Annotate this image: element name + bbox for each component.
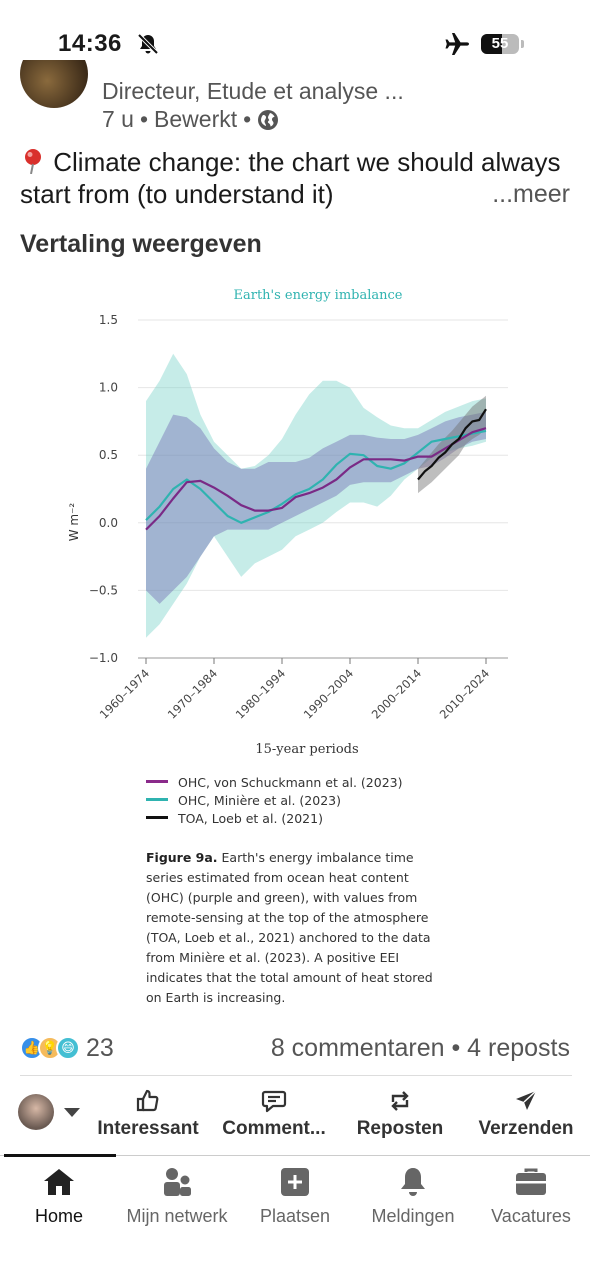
- line-miniere: [145, 429, 487, 524]
- tab-notifications[interactable]: Meldingen: [354, 1158, 472, 1227]
- chart-legend: OHC, von Schuckmann et al. (2023) OHC, M…: [146, 774, 402, 828]
- legend-item-loeb: TOA, Loeb et al. (2021): [146, 810, 402, 828]
- reaction-icons[interactable]: 👍 💡 😄: [20, 1036, 80, 1060]
- y-tick-label: 1.0: [99, 381, 118, 395]
- legend-swatch: [146, 798, 168, 801]
- figure-caption: Figure 9a. Earth's energy imbalance time…: [146, 848, 446, 1008]
- home-icon: [44, 1169, 74, 1195]
- chevron-down-icon[interactable]: [64, 1108, 80, 1117]
- post-actions: Interessant Comment... Reposten Verzende…: [0, 1082, 590, 1152]
- battery-fill: [481, 34, 502, 54]
- post-age: 7 u: [102, 106, 134, 132]
- add-post-icon: [281, 1168, 309, 1196]
- battery-cap: [521, 40, 524, 48]
- author-subtitle: Directeur, Etude et analyse ...: [102, 78, 404, 104]
- tab-my-network[interactable]: Mijn netwerk: [118, 1158, 236, 1227]
- tab-label: Home: [34, 1206, 83, 1226]
- legend-label: TOA, Loeb et al. (2021): [178, 811, 323, 826]
- y-tick-label: 0.0: [99, 516, 118, 530]
- y-tick-label: −1.0: [89, 651, 118, 665]
- legend-item-miniere: OHC, Minière et al. (2023): [146, 792, 402, 810]
- status-bar: 14:36 55: [0, 0, 590, 80]
- tab-label: Meldingen: [371, 1206, 455, 1226]
- tabbar-divider: [0, 1155, 590, 1156]
- engagement-bar: 👍 💡 😄 23 8 commentaren • 4 reposts: [0, 1030, 590, 1070]
- reaction-count[interactable]: 23: [86, 1034, 114, 1062]
- post-edited: Bewerkt: [154, 106, 238, 132]
- bottom-tab-bar: Home Mijn netwerk Plaatsen Meldingen: [0, 1158, 590, 1238]
- battery-level: 55: [491, 35, 509, 52]
- battery-indicator: 55: [481, 34, 519, 54]
- post-body: Climate change: the chart we should alwa…: [20, 147, 561, 209]
- reaction-as-avatar[interactable]: [18, 1094, 54, 1130]
- post-meta: 7 u • Bewerkt •: [102, 106, 279, 133]
- post-header: Directeur, Etude et analyse ... 7 u • Be…: [0, 60, 590, 140]
- tab-post[interactable]: Plaatsen: [236, 1158, 354, 1227]
- author-avatar[interactable]: [20, 60, 88, 108]
- post-image[interactable]: 1.5 1.0 0.5 0.0 −0.5 −1.0 1960–1974 1970–1984 19…: [58, 282, 530, 1016]
- tab-label: Mijn netwerk: [126, 1206, 228, 1226]
- post-text: Climate change: the chart we should alwa…: [20, 146, 580, 210]
- legend-label: OHC, von Schuckmann et al. (2023): [178, 775, 403, 790]
- y-tick-label: 1.5: [99, 313, 118, 327]
- meta-separator-2: •: [243, 106, 252, 132]
- see-more-link[interactable]: ...meer: [492, 180, 570, 208]
- comment-button[interactable]: Comment...: [214, 1082, 334, 1152]
- tab-jobs[interactable]: Vacatures: [472, 1158, 590, 1227]
- legend-label: OHC, Minière et al. (2023): [178, 793, 341, 808]
- repost-icon: [391, 1091, 409, 1111]
- send-icon: [516, 1090, 537, 1110]
- action-label: Verzenden: [478, 1118, 574, 1139]
- line-von-schuckmann: [145, 427, 487, 531]
- tab-label: Vacatures: [491, 1206, 571, 1226]
- action-label: Reposten: [356, 1118, 444, 1139]
- chart-title: Earth's energy imbalance: [233, 288, 402, 303]
- y-tick-label: 0.5: [99, 448, 118, 462]
- status-time: 14:36: [58, 30, 122, 57]
- action-label: Interessant: [97, 1118, 199, 1139]
- bell-muted-icon: [137, 33, 159, 55]
- action-label: Comment...: [222, 1118, 326, 1139]
- caption-text: Earth's energy imbalance time series est…: [146, 850, 433, 1005]
- network-icon: [164, 1168, 191, 1196]
- legend-item-von-schuckmann: OHC, von Schuckmann et al. (2023): [146, 774, 402, 792]
- airplane-icon: [445, 33, 469, 55]
- tab-label: Plaatsen: [259, 1206, 331, 1226]
- chart-xlabel: 15-year periods: [255, 742, 358, 757]
- line-loeb: [417, 408, 487, 481]
- thumbs-up-icon: [136, 1089, 159, 1112]
- interessant-button[interactable]: Interessant: [92, 1082, 204, 1152]
- repost-button[interactable]: Reposten: [344, 1082, 456, 1152]
- active-tab-indicator: [4, 1154, 116, 1157]
- chart-ylabel: W m⁻²: [67, 503, 81, 542]
- comment-icon: [261, 1090, 287, 1113]
- globe-icon: [258, 109, 279, 130]
- caption-title: Figure 9a.: [146, 850, 218, 865]
- tab-home[interactable]: Home: [0, 1158, 118, 1227]
- bell-icon: [401, 1168, 425, 1196]
- show-translation-link[interactable]: Vertaling weergeven: [20, 230, 262, 258]
- y-tick-label: −0.5: [89, 583, 118, 597]
- briefcase-icon: [516, 1168, 546, 1195]
- divider: [20, 1075, 572, 1076]
- legend-swatch: [146, 816, 168, 819]
- band-miniere: [146, 353, 486, 638]
- send-button[interactable]: Verzenden: [470, 1082, 582, 1152]
- funny-reaction-icon: 😄: [56, 1036, 80, 1060]
- meta-separator: •: [139, 106, 149, 132]
- legend-swatch: [146, 780, 168, 783]
- pushpin-icon: [25, 149, 41, 174]
- comments-reposts-count[interactable]: 8 commentaren • 4 reposts: [270, 1034, 570, 1062]
